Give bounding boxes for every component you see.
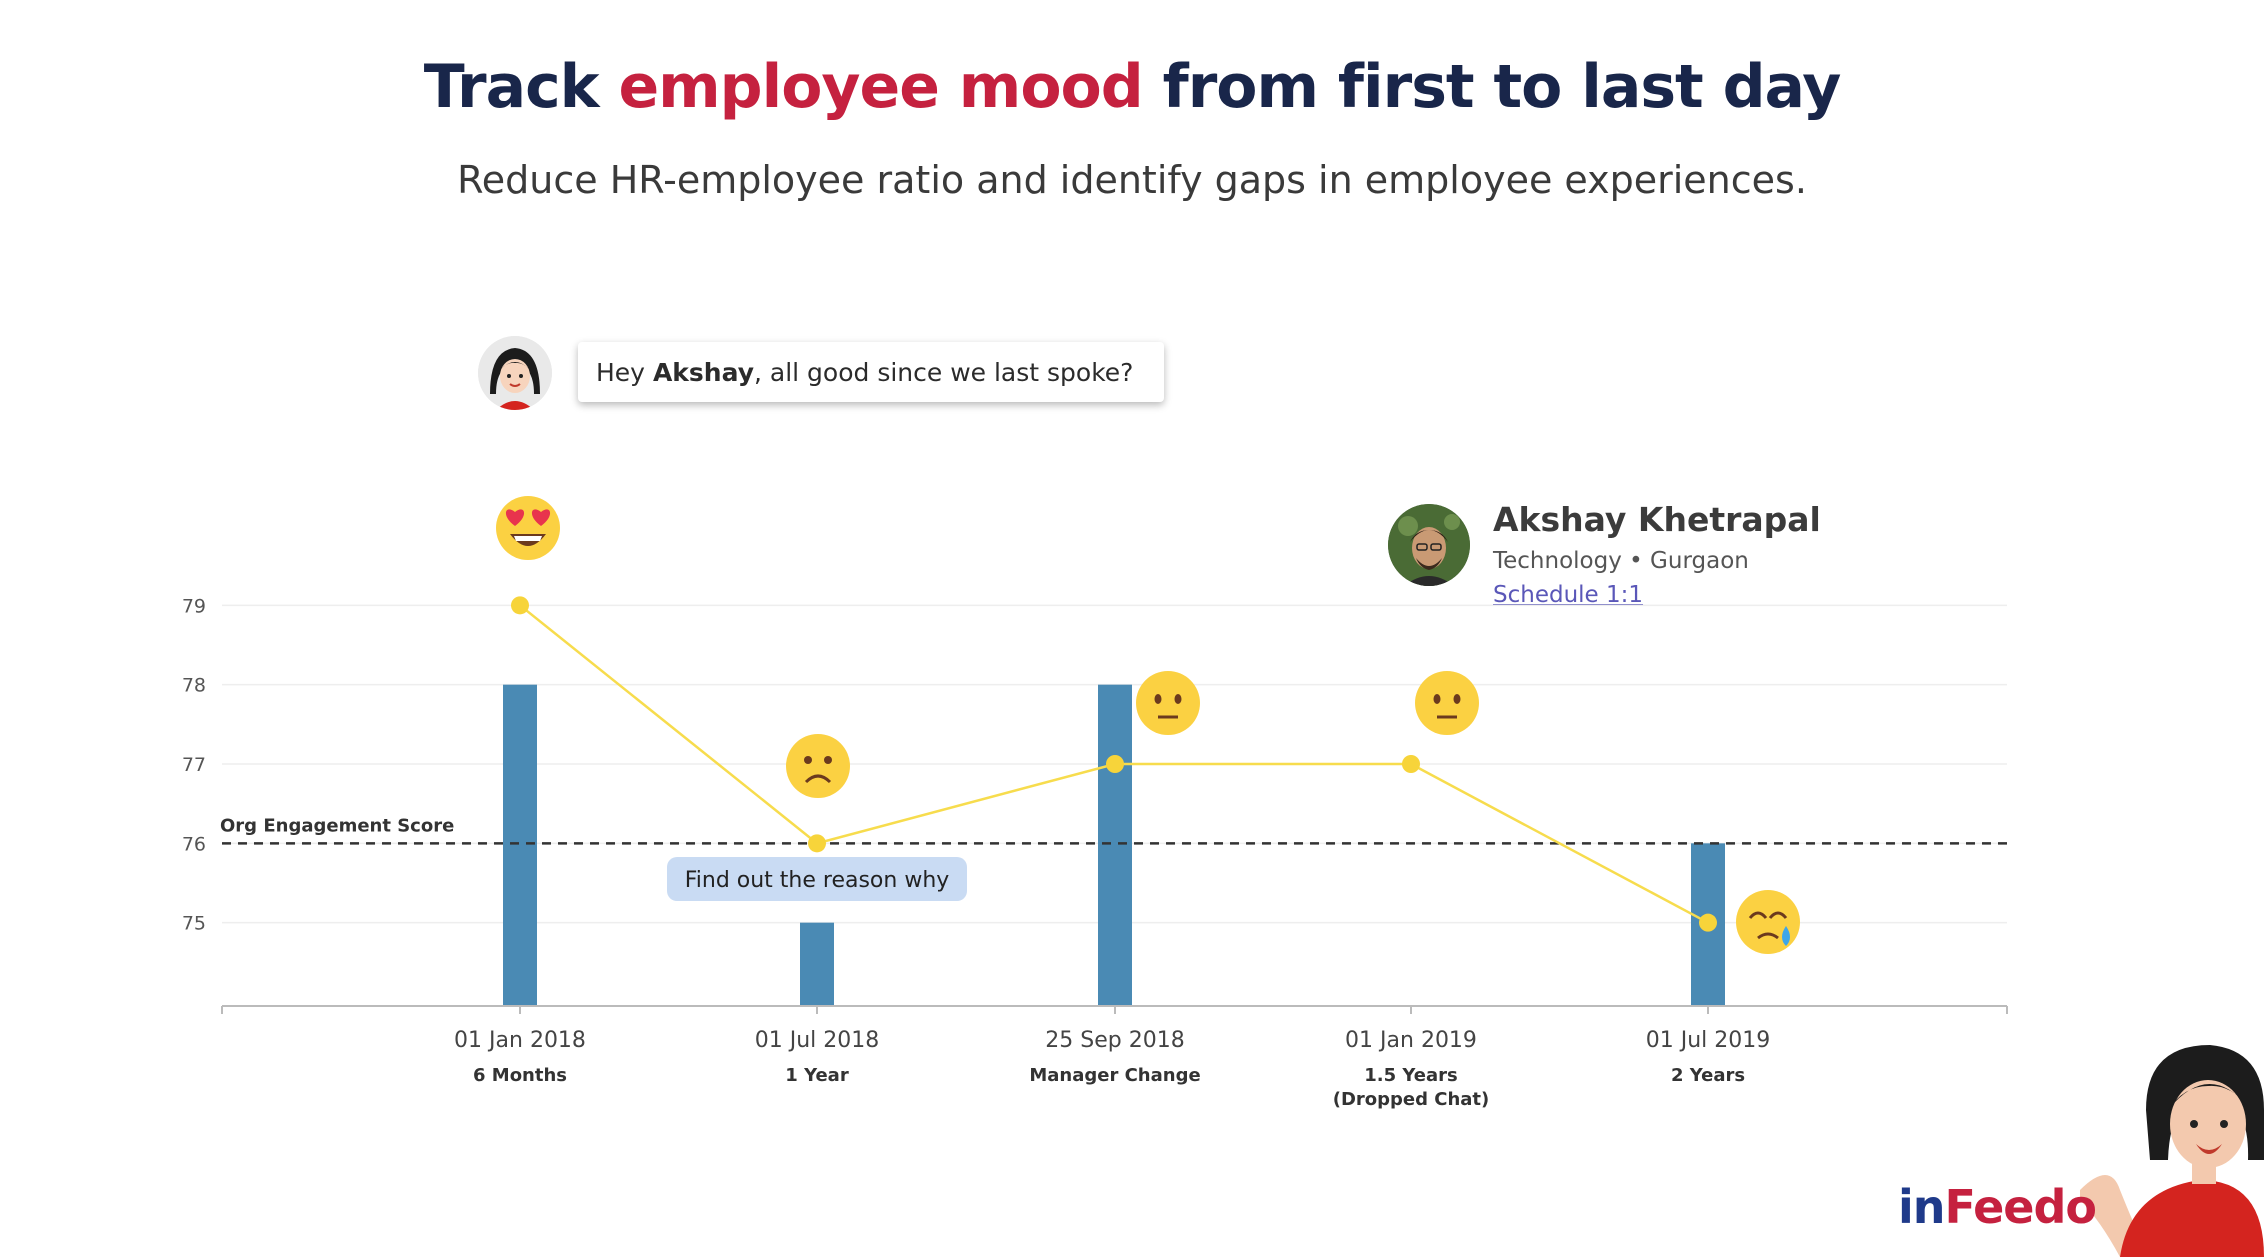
annotation-box xyxy=(667,857,967,901)
x-tick-sublabel: 1.5 Years xyxy=(1364,1065,1457,1086)
chat-message: Hey Akshay, all good since we last spoke… xyxy=(578,342,1164,402)
x-tick-label: 01 Jan 2019 xyxy=(1345,1028,1477,1053)
x-tick-label: 01 Jul 2019 xyxy=(1646,1028,1771,1053)
emoji-face xyxy=(1736,890,1800,954)
bar-series xyxy=(503,684,1725,1006)
schedule-meeting-link[interactable]: Schedule 1:1 xyxy=(1493,582,1644,608)
x-tick-sublabel: (Dropped Chat) xyxy=(1333,1089,1490,1110)
meta-separator: • xyxy=(1629,548,1643,574)
emoji-eye xyxy=(1154,694,1162,704)
y-tick-label: 77 xyxy=(182,754,206,776)
emoji-eye xyxy=(824,756,832,764)
employee-meta: Technology • Gurgaon xyxy=(1493,548,1749,574)
mood-point xyxy=(1402,755,1420,773)
emoji-tear xyxy=(1782,926,1790,946)
employee-department: Technology xyxy=(1493,548,1622,574)
chat-suffix: , all good since we last spoke? xyxy=(754,357,1134,387)
emoji-eye xyxy=(1768,911,1788,919)
page-subtitle: Reduce HR-employee ratio and identify ga… xyxy=(457,158,1807,202)
neutral-emoji xyxy=(1136,671,1200,735)
chat-name: Akshay xyxy=(652,357,754,387)
mood-line-series xyxy=(511,596,1717,932)
employee-avatar xyxy=(1388,504,1470,586)
crying-emoji xyxy=(1736,890,1800,954)
bar xyxy=(503,684,537,1006)
bot-avatar xyxy=(478,336,552,410)
y-tick-label: 76 xyxy=(182,833,206,855)
reference-line-group: Org Engagement Score xyxy=(220,815,2007,845)
x-tick-label: 01 Jul 2018 xyxy=(755,1028,880,1053)
chat-prefix: Hey xyxy=(596,357,645,387)
sad-emoji xyxy=(786,734,850,798)
heart-eyes-emoji xyxy=(496,496,560,560)
title-accent: employee mood xyxy=(618,52,1143,122)
emoji-eye xyxy=(1748,911,1768,919)
brand-in: in xyxy=(1898,1180,1946,1234)
emoji-mouth xyxy=(1757,932,1779,940)
title-part-2: from first to last day xyxy=(1162,52,1842,122)
axes: 75 76 77 78 79 01 Jan 2018 6 Months 01 Jul 2018… xyxy=(182,595,2008,1110)
employee-location: Gurgaon xyxy=(1650,548,1749,574)
emoji-face xyxy=(1136,671,1200,735)
emoji-face xyxy=(496,496,560,560)
emoji-face xyxy=(786,734,850,798)
x-tick-sublabel: Manager Change xyxy=(1029,1065,1200,1086)
mood-point xyxy=(511,596,529,615)
emoji-eye xyxy=(1433,694,1441,704)
heart-eye xyxy=(531,509,551,526)
emoji-face xyxy=(1415,671,1479,735)
emoji-eye xyxy=(1174,694,1182,704)
y-tick-label: 78 xyxy=(182,675,206,697)
bar xyxy=(1098,684,1132,1006)
title-part-1: Track xyxy=(423,52,600,122)
x-tick-sublabel: 2 Years xyxy=(1671,1065,1745,1086)
employee-name: Akshay Khetrapal xyxy=(1493,500,1821,539)
emoji-eye xyxy=(1453,694,1461,704)
neutral-emoji xyxy=(1415,671,1479,735)
mood-point xyxy=(1699,913,1717,932)
brand-logo: inFeedo xyxy=(1898,1180,2097,1234)
mascot-illustration xyxy=(2080,1045,2264,1257)
heart-eye xyxy=(505,509,525,526)
y-tick-label: 79 xyxy=(182,595,206,617)
x-tick-sublabel: 6 Months xyxy=(473,1065,567,1086)
mood-point xyxy=(1106,755,1124,773)
annotation-text: Find out the reason why xyxy=(685,868,950,893)
mood-point xyxy=(808,834,826,853)
y-tick-label: 75 xyxy=(182,913,206,935)
brand-feedo: Feedo xyxy=(1944,1180,2097,1234)
x-tick-label: 01 Jan 2018 xyxy=(454,1028,586,1053)
x-tick-label: 25 Sep 2018 xyxy=(1045,1028,1184,1053)
x-tick-sublabel: 1 Year xyxy=(785,1065,849,1086)
emoji-eye xyxy=(804,756,812,764)
mood-emojis xyxy=(496,496,1800,954)
page-title: Track employee mood from first to last d… xyxy=(0,52,2264,122)
reference-line-label: Org Engagement Score xyxy=(220,815,454,836)
annotation-group: Find out the reason why xyxy=(667,857,967,901)
emoji-teeth xyxy=(514,536,542,541)
emoji-mouth xyxy=(804,774,832,784)
bar xyxy=(800,922,834,1006)
